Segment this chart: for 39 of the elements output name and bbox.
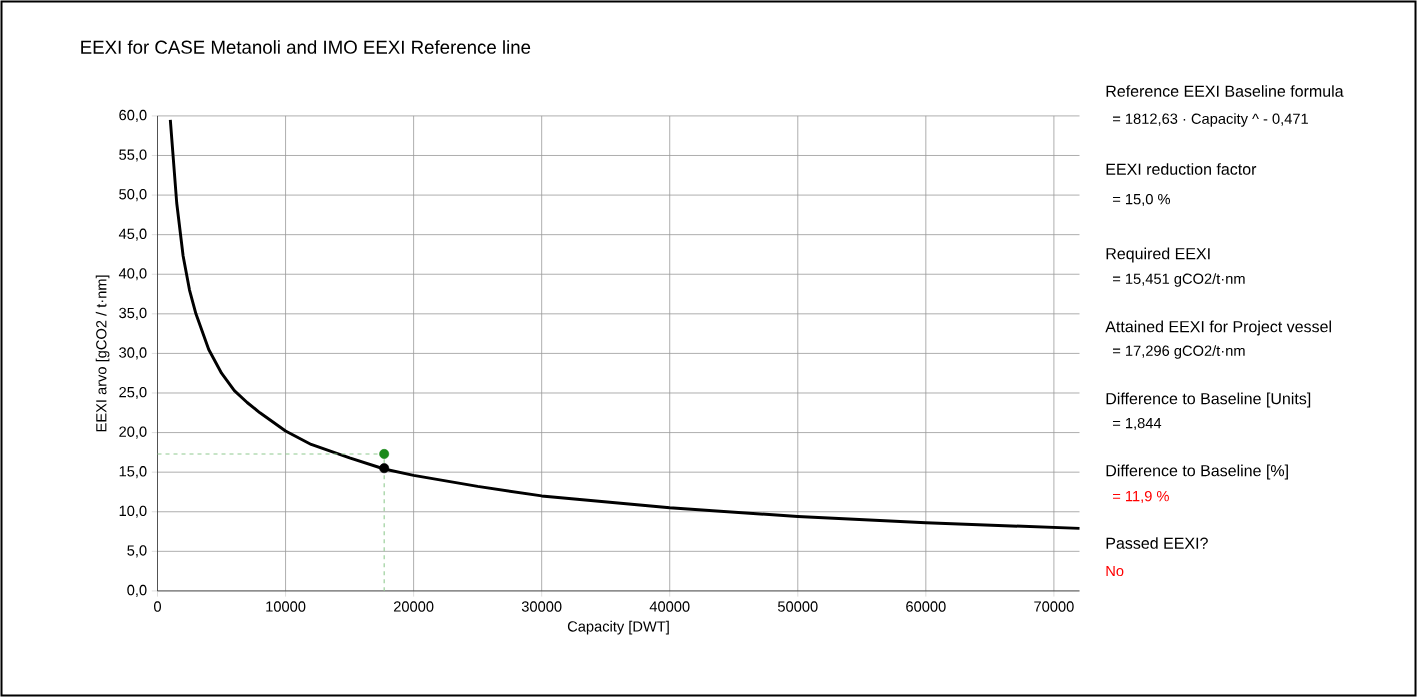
y-tick-label: 45,0	[118, 228, 147, 241]
text: Passed EEXI?	[1106, 537, 1208, 549]
y-tick-label: 30,0	[119, 347, 147, 360]
x-tick-label: 70000	[1034, 601, 1074, 612]
x-tick-label: 40000	[649, 601, 690, 612]
text: = 15,0 %	[1112, 193, 1171, 207]
x-tick-label: 20000	[393, 601, 434, 612]
x-tick-label: 0	[154, 601, 161, 612]
text: Reference EEXI Baseline formula	[1106, 85, 1344, 97]
x-tick-label: 50000	[777, 601, 818, 612]
x-axis-title: Capacity [DWT]	[567, 620, 669, 635]
y-tick-label: 55,0	[119, 149, 147, 162]
y-tick-label: 10,0	[119, 505, 147, 518]
text: No	[1106, 565, 1124, 577]
text: = 1812,63 · Capacity ^ - 0,471	[1112, 113, 1308, 127]
x-tick-label: 60000	[906, 601, 946, 612]
text: Difference to Baseline [Units]	[1106, 392, 1311, 408]
chart-title: EEXI for CASE Metanoli and IMO EEXI Reference line	[81, 40, 531, 54]
text: = 1,844	[1112, 417, 1162, 431]
text: EEXI reduction factor	[1106, 163, 1257, 175]
x-tick-label: 10000	[266, 601, 306, 612]
y-tick-label: 20,0	[119, 426, 147, 439]
y-tick-label: 0,0	[127, 584, 147, 597]
y-tick-label: 40,0	[118, 268, 147, 281]
text: = 17,296 gCO2/t·nm	[1112, 345, 1245, 359]
text: = 11,9 %	[1112, 490, 1169, 504]
y-tick-label: 50,0	[119, 189, 147, 202]
text: Required EEXI	[1106, 247, 1210, 263]
y-axis-title: EEXI arvo [gCO2 / t·nm]	[95, 275, 110, 432]
line-series	[168, 118, 1081, 530]
text: Difference to Baseline [%]	[1106, 464, 1288, 480]
y-tick-label: 25,0	[119, 386, 147, 400]
y-tick-label: 60,0	[119, 109, 147, 122]
y-tick-label: 35,0	[119, 307, 147, 320]
x-tick-label: 30000	[521, 601, 562, 612]
text: Attained EEXI for Project vessel	[1105, 320, 1331, 336]
text: = 15,451 gCO2/t·nm	[1112, 273, 1245, 287]
y-tick-label: 5,0	[127, 545, 147, 558]
y-tick-label: 15,0	[119, 466, 147, 479]
